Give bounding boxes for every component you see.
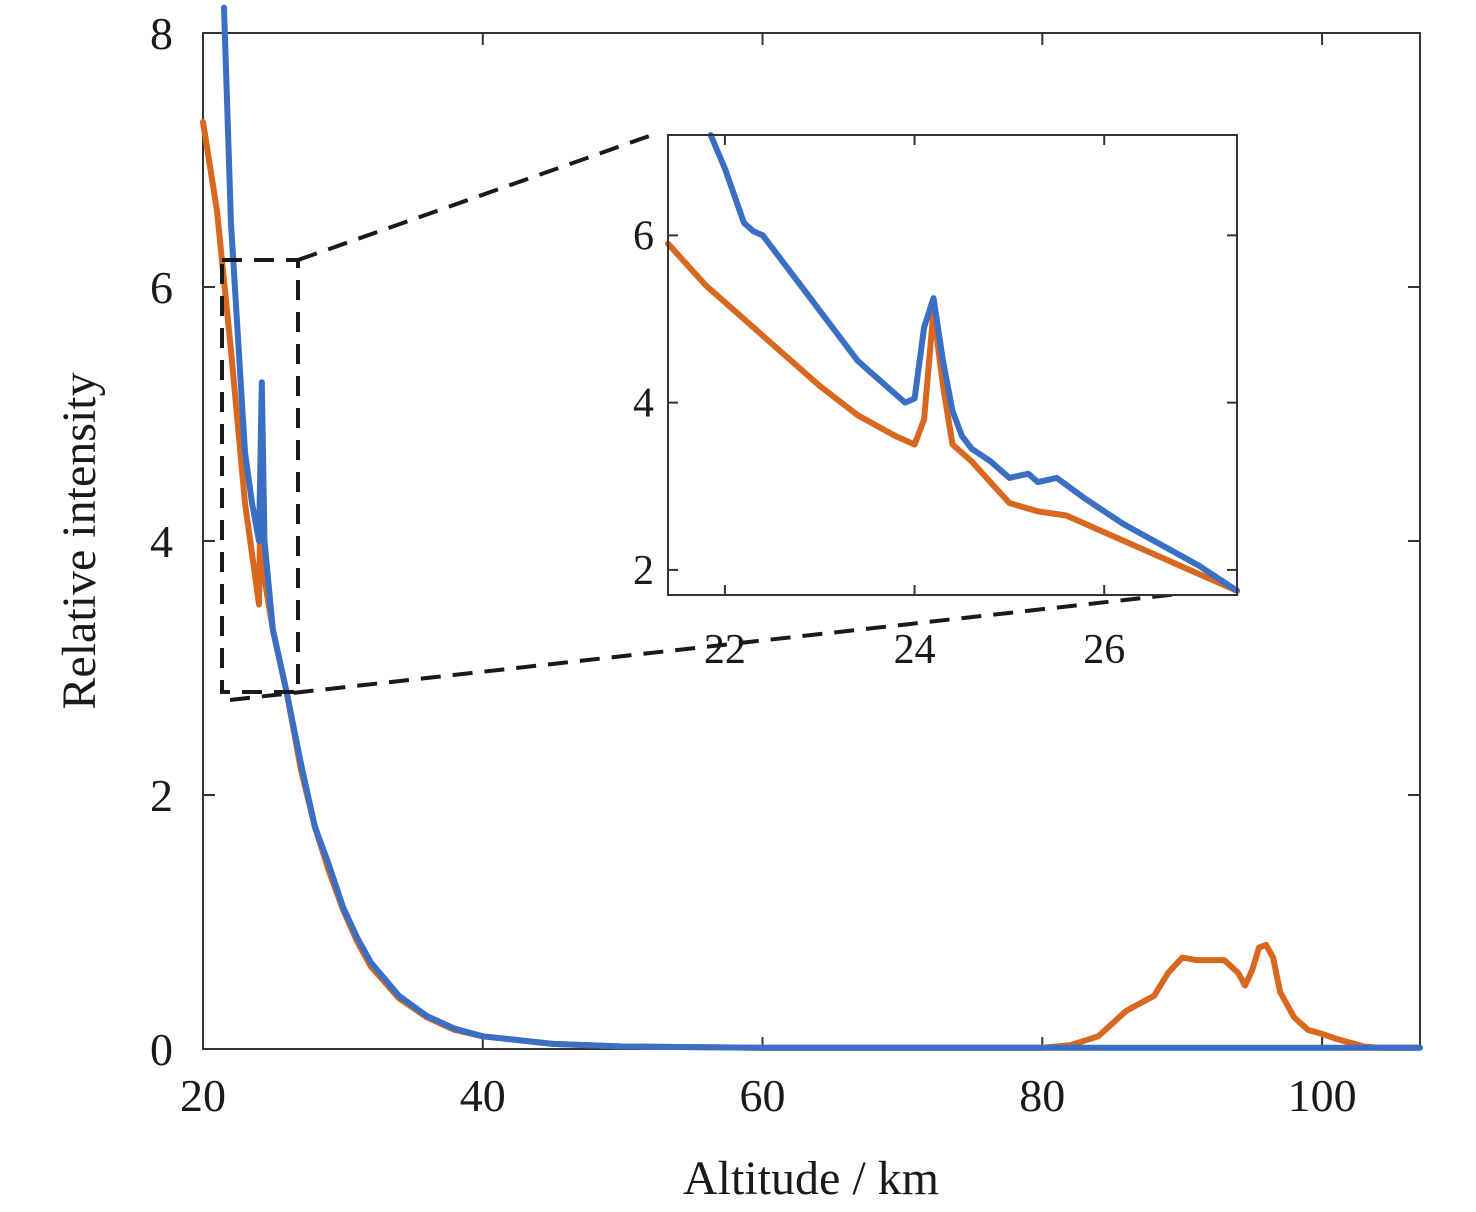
inset-series [665, 132, 1240, 594]
blue-series-line [707, 132, 1240, 594]
x-tick-label: 26 [1083, 627, 1125, 673]
y-tick-label: 2 [150, 770, 173, 821]
y-tick-label: 2 [633, 548, 654, 594]
x-tick-label: 40 [460, 1070, 506, 1121]
y-tick-label: 4 [150, 516, 173, 567]
zoom-indicator [220, 133, 1233, 702]
x-tick-label: 22 [704, 627, 746, 673]
zoom-connector-top [297, 133, 653, 262]
inset-plot-frame [667, 134, 1238, 596]
x-tick-label: 60 [740, 1070, 786, 1121]
zoom-connector-bottom [229, 586, 1233, 702]
inset-background [668, 135, 1237, 595]
y-axis-title: Relative intensity [53, 372, 106, 709]
blue-series-line [221, 4, 1423, 1051]
x-tick-label: 80 [1019, 1070, 1065, 1121]
y-tick-label: 0 [150, 1024, 173, 1075]
x-tick-label: 24 [894, 627, 936, 673]
y-tick-label: 6 [150, 262, 173, 313]
y-tick-label: 4 [633, 381, 654, 427]
x-axis-title: Altitude / km [683, 1152, 939, 1205]
y-tick-label: 8 [150, 8, 173, 59]
orange-series-line [665, 240, 1240, 594]
x-tick-label: 100 [1288, 1070, 1357, 1121]
zoom-region-box [220, 258, 300, 694]
main-series [200, 4, 1423, 1051]
y-tick-label: 6 [633, 213, 654, 259]
x-tick-label: 20 [180, 1070, 226, 1121]
